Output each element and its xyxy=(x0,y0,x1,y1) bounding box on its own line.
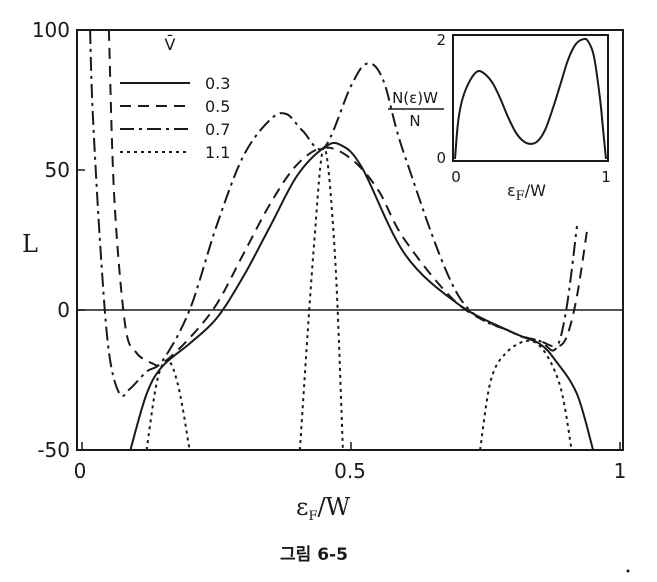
series-line-0.3 xyxy=(129,141,595,450)
legend-label: 0.3 xyxy=(205,74,230,93)
series-line-1.1 xyxy=(298,146,344,450)
x-axis-label: εF/W xyxy=(296,493,351,524)
inset-dos-line xyxy=(454,37,607,160)
inset-curves xyxy=(454,37,607,160)
series-line-0.7 xyxy=(89,30,578,398)
x-axis-label-sub: F xyxy=(308,509,317,524)
inset-x-tick-label: 0 xyxy=(451,168,461,186)
y-tick-label: 0 xyxy=(57,298,70,322)
x-tick-label: 0 xyxy=(74,459,87,483)
x-tick-label: 1 xyxy=(614,459,627,483)
x-tick-label: 0.5 xyxy=(334,459,366,483)
series-line-1.1 xyxy=(479,339,573,450)
series-line-1.1 xyxy=(145,359,191,450)
legend-label: 1.1 xyxy=(205,143,230,162)
stray-dot xyxy=(626,569,630,573)
legend-title: V̄ xyxy=(165,35,176,54)
inset-x-tick-label: 1 xyxy=(601,168,611,186)
legend-label: 0.7 xyxy=(205,120,230,139)
plot-frame xyxy=(76,29,624,451)
inset-chart: 2 0 0 1 N(ε)W N εF/W xyxy=(388,31,611,204)
y-tick-label: 50 xyxy=(45,158,70,182)
tick-marks xyxy=(77,29,621,451)
curves xyxy=(89,30,595,450)
y-axis-label: L xyxy=(22,230,38,258)
inset-x-axis-label-main: ε xyxy=(507,181,516,200)
x-axis-label-main: ε xyxy=(296,493,308,521)
y-tick-label: -50 xyxy=(37,438,70,462)
figure-caption: 그림 6-5 xyxy=(280,545,348,565)
y-tick-label: 100 xyxy=(32,18,70,42)
inset-frame xyxy=(452,34,609,162)
inset-x-axis-label-sub: F xyxy=(516,189,525,204)
inset-y-label-denominator: N xyxy=(409,112,420,130)
inset-y-tick-label: 2 xyxy=(436,31,446,49)
inset-y-tick-label: 0 xyxy=(436,149,446,167)
series-line-0.5 xyxy=(107,30,589,367)
inset-x-axis-label: εF/W xyxy=(507,181,546,204)
legend: V̄ 0.3 0.5 0.7 1.1 xyxy=(120,35,230,162)
x-axis-label-tail: /W xyxy=(317,493,350,521)
legend-label: 0.5 xyxy=(205,97,230,116)
inset-y-label-numerator: N(ε)W xyxy=(392,89,438,107)
inset-x-axis-label-tail: /W xyxy=(525,181,546,200)
